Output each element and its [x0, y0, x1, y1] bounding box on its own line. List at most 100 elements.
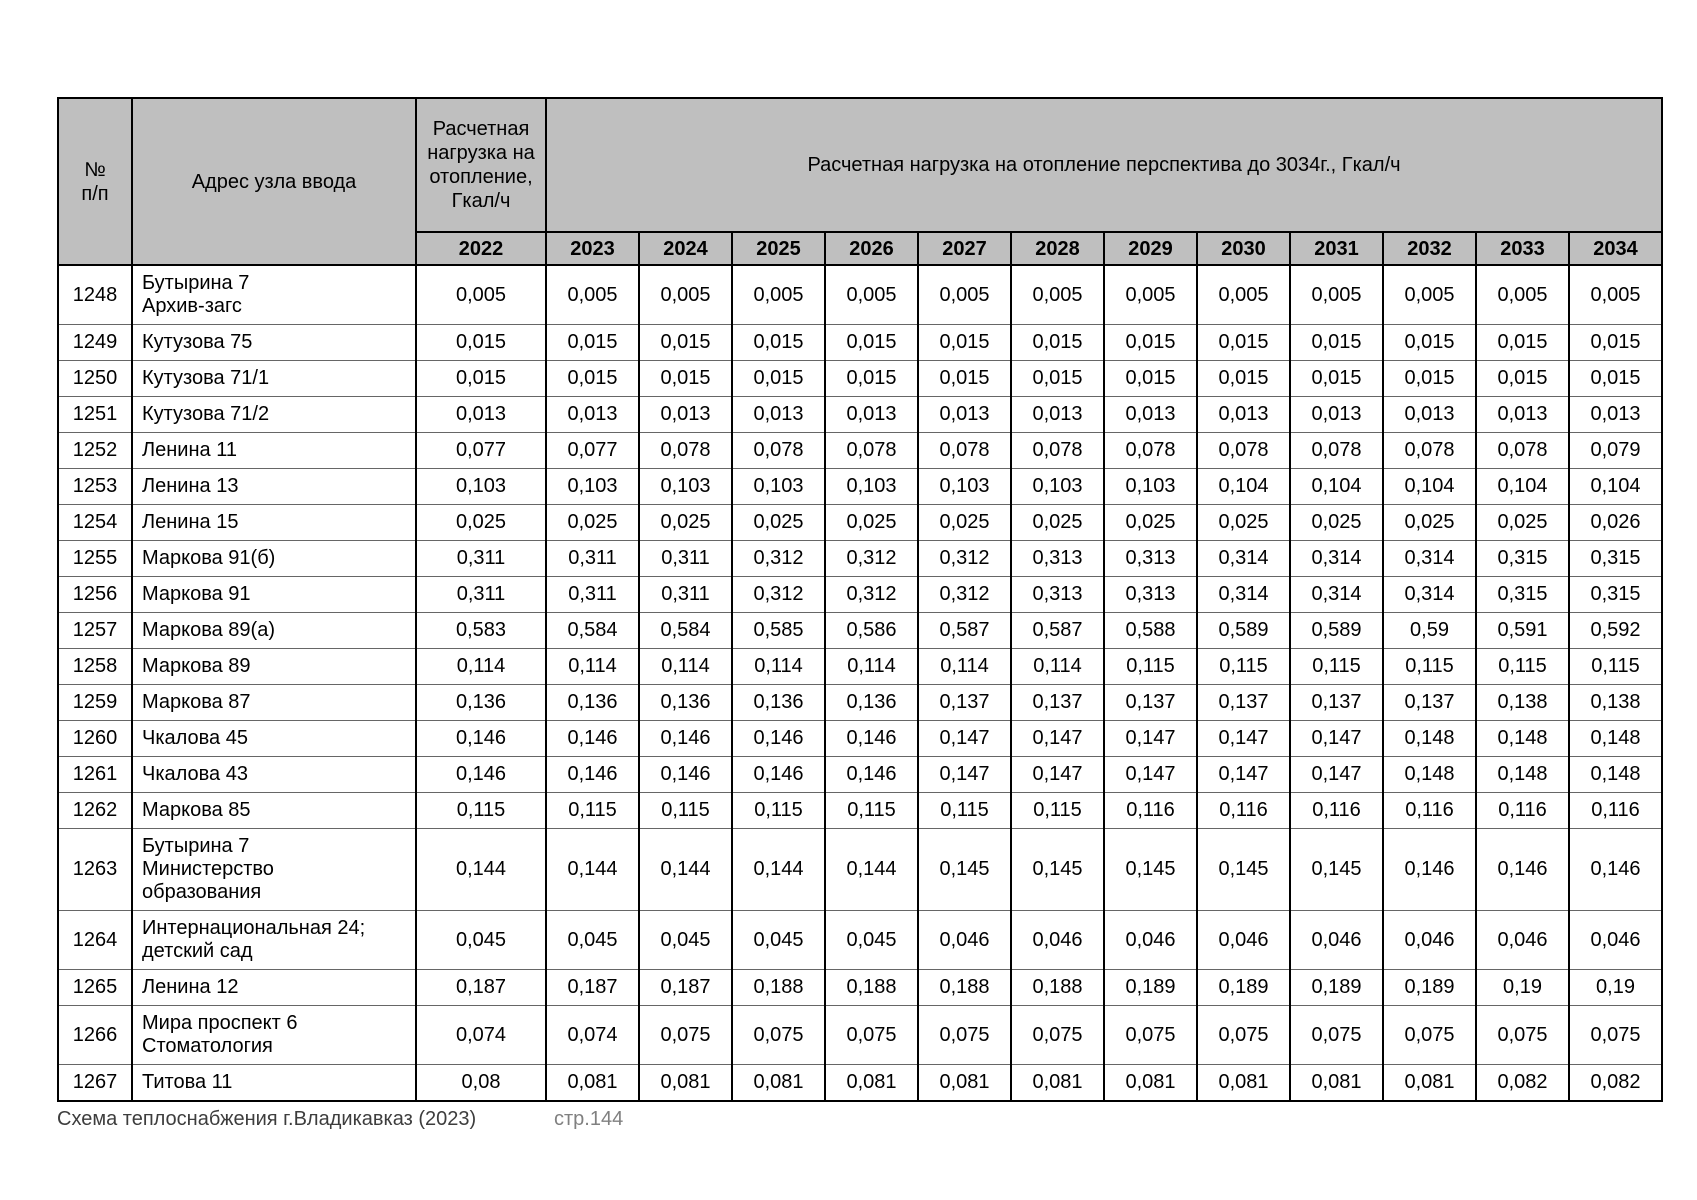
load-value: 0,115 — [1289, 648, 1384, 685]
header-main-row: № п/п Адрес узла ввода Расчетная нагрузк… — [57, 97, 1663, 266]
row-address: Кутузова 71/2 — [131, 396, 417, 433]
row-number: 1262 — [57, 792, 133, 829]
load-value: 0,589 — [1289, 612, 1384, 649]
load-value: 0,311 — [545, 576, 640, 613]
load-value: 0,115 — [415, 792, 547, 829]
load-value: 0,146 — [824, 720, 919, 757]
load-value: 0,075 — [1289, 1005, 1384, 1065]
load-value: 0,078 — [731, 432, 826, 469]
load-value: 0,075 — [1475, 1005, 1570, 1065]
load-value: 0,025 — [1475, 504, 1570, 541]
load-value: 0,104 — [1475, 468, 1570, 505]
table-row: 1267 Титова 11 0,08 0,081 0,081 0,081 0,081 0,0… — [57, 1064, 1663, 1102]
row-address: Маркова 89(а) — [131, 612, 417, 649]
header-year-2027: 2027 — [917, 231, 1012, 266]
load-value: 0,116 — [1196, 792, 1291, 829]
load-value: 0,074 — [415, 1005, 547, 1065]
row-address: Кутузова 75 — [131, 324, 417, 361]
load-value: 0,015 — [824, 324, 919, 361]
row-number: 1261 — [57, 756, 133, 793]
row-address: Ленина 11 — [131, 432, 417, 469]
load-value: 0,046 — [1010, 910, 1105, 970]
load-value: 0,075 — [1103, 1005, 1198, 1065]
load-value: 0,147 — [1103, 756, 1198, 793]
load-value: 0,013 — [1196, 396, 1291, 433]
table-row: 1266 Мира проспект 6 Стоматология 0,074 0,07… — [57, 1005, 1663, 1065]
load-value: 0,115 — [545, 792, 640, 829]
load-value: 0,015 — [638, 324, 733, 361]
load-value: 0,115 — [731, 792, 826, 829]
load-value: 0,115 — [1103, 648, 1198, 685]
load-value: 0,147 — [917, 756, 1012, 793]
load-value: 0,313 — [1103, 576, 1198, 613]
load-value: 0,082 — [1568, 1064, 1663, 1102]
load-value: 0,147 — [1010, 756, 1105, 793]
load-value: 0,081 — [731, 1064, 826, 1102]
header-row-number: № п/п — [57, 97, 133, 266]
load-value: 0,188 — [824, 969, 919, 1006]
load-value: 0,116 — [1382, 792, 1477, 829]
load-value: 0,025 — [731, 504, 826, 541]
load-value: 0,075 — [1382, 1005, 1477, 1065]
load-value: 0,013 — [545, 396, 640, 433]
load-value: 0,114 — [638, 648, 733, 685]
table-row: 1262 Маркова 85 0,115 0,115 0,115 0,115 0,115 0… — [57, 792, 1663, 829]
load-value: 0,013 — [415, 396, 547, 433]
load-value: 0,103 — [917, 468, 1012, 505]
load-value: 0,08 — [415, 1064, 547, 1102]
load-value: 0,081 — [1382, 1064, 1477, 1102]
load-value: 0,188 — [731, 969, 826, 1006]
load-value: 0,315 — [1568, 540, 1663, 577]
load-value: 0,189 — [1196, 969, 1291, 1006]
row-address: Маркова 91(б) — [131, 540, 417, 577]
load-value: 0,144 — [731, 828, 826, 911]
load-value: 0,013 — [1568, 396, 1663, 433]
table-row: 1251 Кутузова 71/2 0,013 0,013 0,013 0,013 0,0… — [57, 396, 1663, 433]
load-value: 0,013 — [917, 396, 1012, 433]
load-value: 0,312 — [824, 540, 919, 577]
load-value: 0,015 — [1475, 324, 1570, 361]
load-value: 0,015 — [1010, 360, 1105, 397]
load-value: 0,146 — [1475, 828, 1570, 911]
row-address: Кутузова 71/1 — [131, 360, 417, 397]
load-value: 0,314 — [1289, 576, 1384, 613]
load-value: 0,025 — [824, 504, 919, 541]
load-value: 0,137 — [1196, 684, 1291, 721]
load-value: 0,104 — [1568, 468, 1663, 505]
load-value: 0,005 — [638, 264, 733, 325]
load-value: 0,314 — [1382, 576, 1477, 613]
load-value: 0,025 — [1196, 504, 1291, 541]
load-value: 0,114 — [824, 648, 919, 685]
load-value: 0,136 — [638, 684, 733, 721]
load-value: 0,146 — [545, 756, 640, 793]
load-value: 0,19 — [1475, 969, 1570, 1006]
load-value: 0,311 — [545, 540, 640, 577]
load-value: 0,045 — [824, 910, 919, 970]
load-value: 0,015 — [1103, 360, 1198, 397]
load-value: 0,187 — [638, 969, 733, 1006]
load-value: 0,005 — [1289, 264, 1384, 325]
load-value: 0,146 — [731, 756, 826, 793]
load-value: 0,146 — [1382, 828, 1477, 911]
load-value: 0,114 — [415, 648, 547, 685]
load-value: 0,115 — [1475, 648, 1570, 685]
load-value: 0,144 — [824, 828, 919, 911]
load-value: 0,046 — [1475, 910, 1570, 970]
load-value: 0,015 — [1382, 360, 1477, 397]
load-value: 0,311 — [638, 576, 733, 613]
load-value: 0,145 — [1289, 828, 1384, 911]
load-value: 0,587 — [917, 612, 1012, 649]
load-value: 0,025 — [415, 504, 547, 541]
header-year-2024: 2024 — [638, 231, 733, 266]
load-value: 0,103 — [638, 468, 733, 505]
table-row: 1255 Маркова 91(б) 0,311 0,311 0,311 0,312 0,3… — [57, 540, 1663, 577]
table-row: 1263 Бутырина 7 Министерство образования 0,1… — [57, 828, 1663, 911]
load-value: 0,013 — [731, 396, 826, 433]
load-value: 0,078 — [1475, 432, 1570, 469]
load-value: 0,103 — [415, 468, 547, 505]
header-year-2028: 2028 — [1010, 231, 1105, 266]
load-value: 0,314 — [1289, 540, 1384, 577]
load-value: 0,081 — [1289, 1064, 1384, 1102]
load-value: 0,145 — [1010, 828, 1105, 911]
load-value: 0,005 — [731, 264, 826, 325]
